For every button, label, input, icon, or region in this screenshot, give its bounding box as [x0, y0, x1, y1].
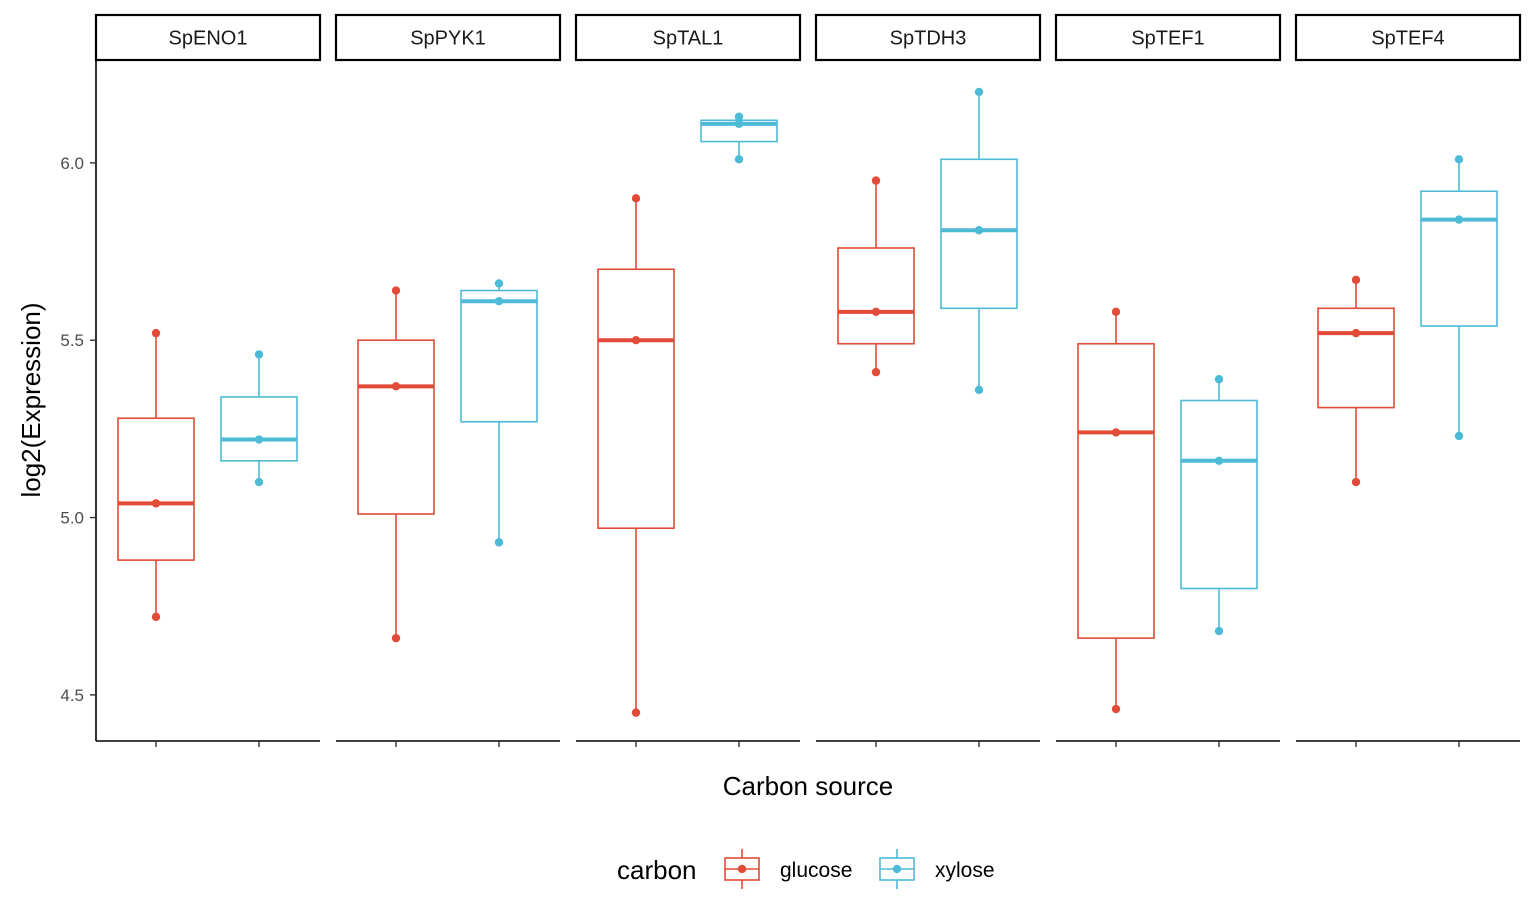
- data-point: [391, 286, 401, 295]
- x-axis-title: Carbon source: [723, 771, 894, 801]
- data-point: [391, 382, 401, 391]
- data-point: [494, 538, 504, 547]
- facet-strip-label: SpTDH3: [890, 28, 967, 50]
- data-point: [391, 633, 401, 643]
- iqr-box: [1420, 190, 1498, 327]
- facet-strip: [94, 13, 322, 62]
- facet-panel-sptdh3: SpTDH3: [814, 13, 1042, 747]
- data-point: [254, 477, 264, 487]
- data-point: [734, 155, 744, 164]
- data-point: [151, 328, 161, 338]
- data-point: [1454, 431, 1464, 441]
- y-tick-label: 6.0: [60, 154, 84, 173]
- legend-key: [879, 849, 915, 889]
- data-point: [631, 708, 641, 717]
- legend-key: [724, 849, 760, 889]
- data-point: [1454, 215, 1464, 224]
- data-point: [734, 119, 744, 129]
- box-glucose-sppyk1: [357, 286, 435, 643]
- legend-entry-glucose: glucose: [724, 849, 852, 889]
- box-glucose-sptef1: [1077, 307, 1155, 714]
- iqr-box: [837, 247, 915, 345]
- data-point: [1214, 626, 1224, 636]
- facet-strip: [574, 13, 802, 62]
- facet-strip: [1294, 13, 1522, 62]
- box-xylose-speno1: [220, 350, 298, 487]
- facet-strip-label: SpPYK1: [410, 28, 486, 50]
- y-axis-title: log2(Expression): [16, 302, 46, 497]
- y-tick-label: 5.5: [60, 331, 84, 350]
- facet-panel-speno1: SpENO1: [94, 13, 322, 747]
- facet-strip-label: SpTAL1: [653, 28, 724, 50]
- data-point: [254, 350, 264, 359]
- data-point: [974, 87, 984, 97]
- data-point: [1214, 456, 1224, 465]
- legend-entry-xylose: xylose: [879, 849, 995, 889]
- box-xylose-sptef1: [1180, 375, 1258, 636]
- data-point: [254, 435, 264, 444]
- data-point: [1111, 704, 1121, 714]
- data-point: [494, 296, 504, 306]
- box-xylose-sptef4: [1420, 155, 1498, 441]
- y-tick-label: 5.0: [60, 509, 84, 528]
- facet-strip: [334, 13, 562, 62]
- box-glucose-sptal1: [597, 194, 675, 717]
- legend-label: glucose: [780, 859, 852, 882]
- facet-strip-label: SpTEF4: [1371, 28, 1444, 50]
- iqr-box: [1180, 399, 1258, 590]
- facet-panel-sptef1: SpTEF1: [1054, 13, 1282, 747]
- legend-title: carbon: [617, 855, 697, 885]
- box-xylose-sptdh3: [940, 87, 1018, 395]
- facet-panel-sppyk1: SpPYK1: [334, 13, 562, 747]
- data-point: [974, 226, 984, 235]
- facets-layer: SpENO1 SpPYK1 SpTAL1 SpTDH3 SpTEF1 SpTEF4: [94, 13, 1522, 747]
- data-point: [631, 194, 641, 203]
- data-point: [631, 336, 641, 345]
- data-point: [1111, 428, 1121, 437]
- iqr-box: [1317, 307, 1395, 409]
- iqr-box: [220, 396, 298, 462]
- facet-strip: [814, 13, 1042, 62]
- data-point: [1351, 275, 1361, 285]
- data-point: [151, 612, 161, 622]
- facet-panel-sptal1: SpTAL1: [574, 13, 802, 747]
- data-point: [1111, 307, 1121, 317]
- iqr-box: [357, 339, 435, 515]
- data-point: [1351, 328, 1361, 338]
- legend-label: xylose: [935, 859, 995, 882]
- data-point: [1454, 155, 1464, 164]
- data-point: [1351, 477, 1361, 487]
- facet-strip: [1054, 13, 1282, 62]
- iqr-box: [460, 289, 538, 423]
- data-point: [734, 112, 744, 121]
- iqr-box: [1077, 342, 1155, 639]
- data-point: [494, 279, 504, 288]
- data-point: [1214, 375, 1224, 384]
- y-axis: 4.5 5.0 5.5 6.0: [60, 60, 97, 741]
- legend: carbon glucose xylose: [617, 849, 995, 889]
- data-point: [871, 367, 881, 377]
- facet-strip-label: SpENO1: [169, 28, 248, 50]
- box-xylose-sptal1: [700, 112, 778, 164]
- facet-panel-sptef4: SpTEF4: [1294, 13, 1522, 747]
- data-point: [871, 307, 881, 317]
- box-glucose-speno1: [117, 328, 195, 622]
- box-xylose-sppyk1: [460, 279, 538, 547]
- iqr-box: [117, 417, 195, 561]
- data-point: [151, 499, 161, 508]
- data-point: [974, 385, 984, 395]
- facet-strip-label: SpTEF1: [1131, 28, 1204, 50]
- y-tick-label: 4.5: [60, 686, 84, 705]
- box-glucose-sptdh3: [837, 176, 915, 377]
- box-glucose-sptef4: [1317, 275, 1395, 487]
- iqr-box: [597, 268, 675, 529]
- data-point: [871, 176, 881, 185]
